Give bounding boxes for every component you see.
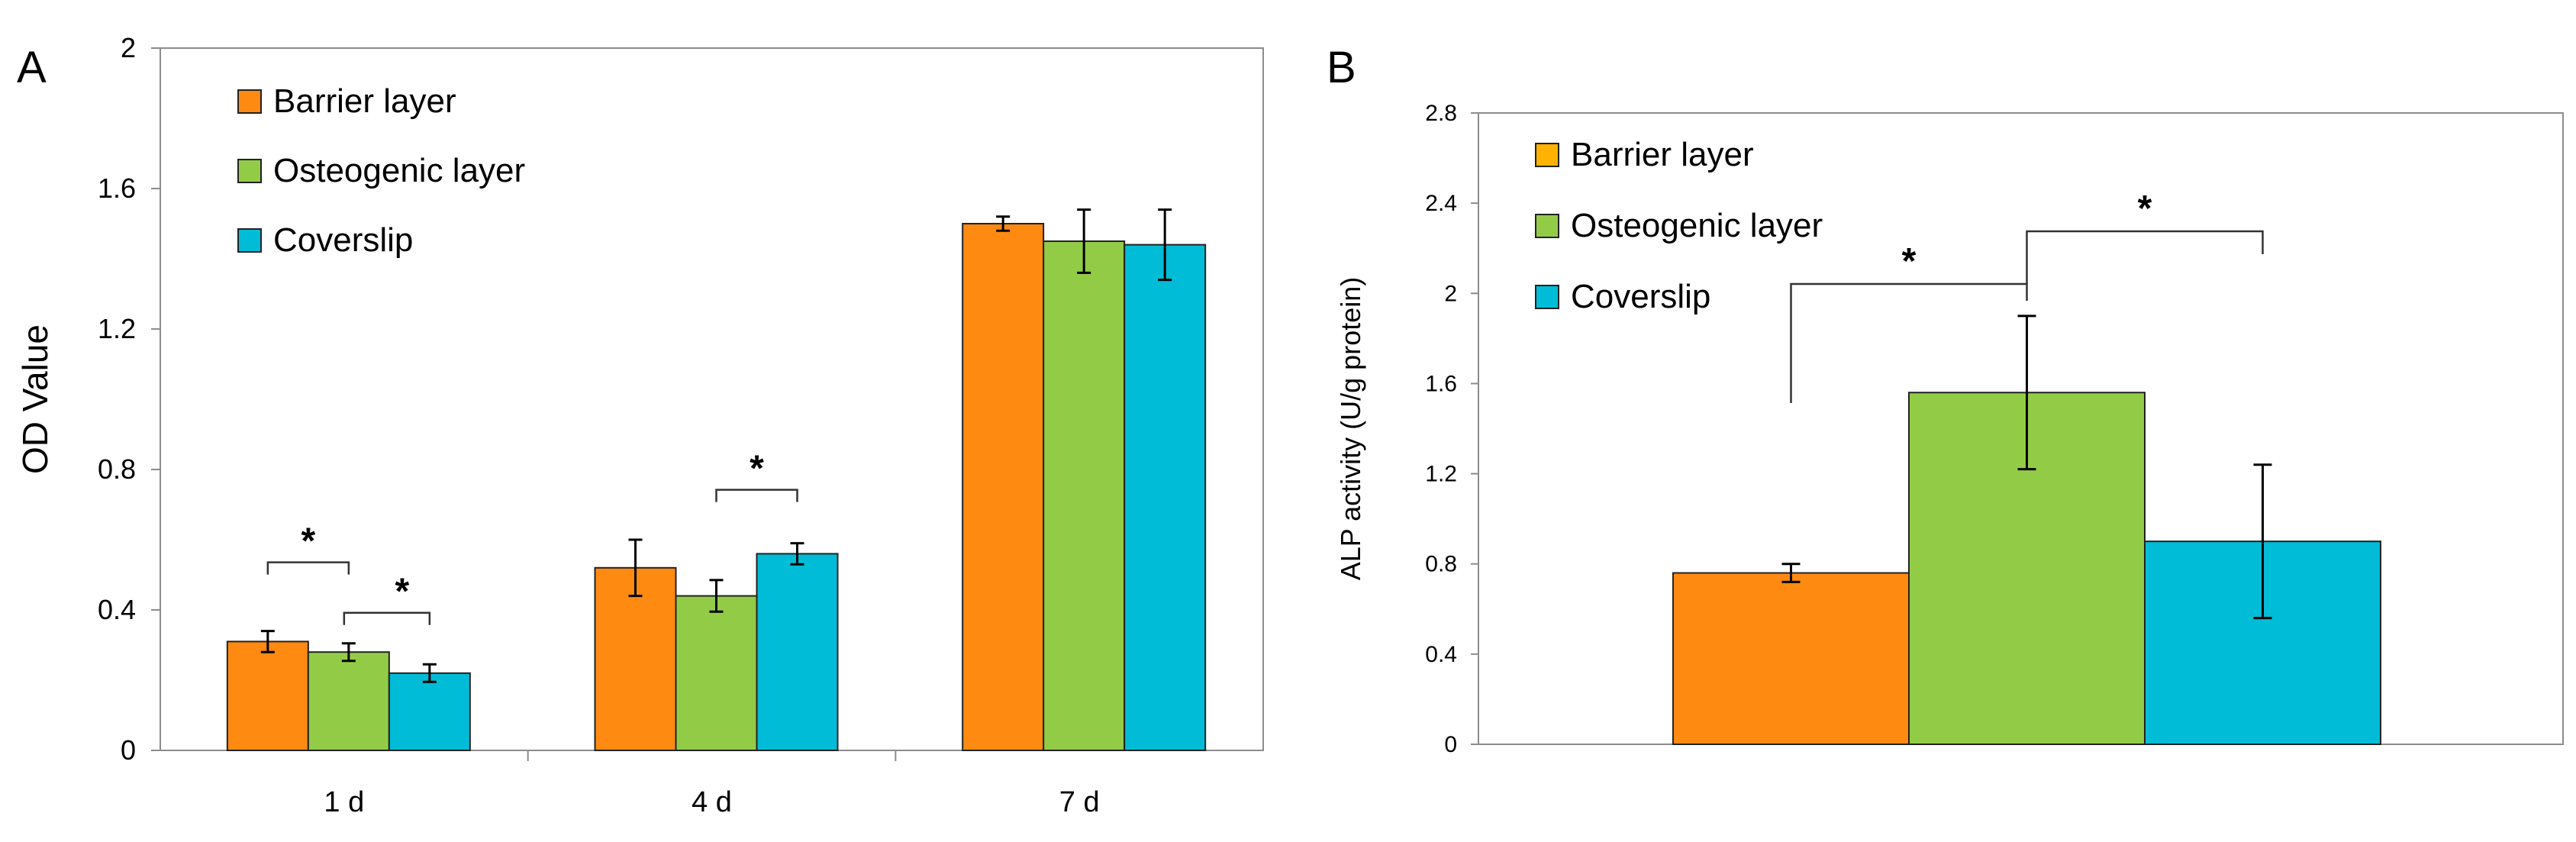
y-tick-label-b: 2.4	[1425, 191, 1457, 216]
bar-a	[388, 672, 471, 751]
significance-bracket-a	[266, 561, 350, 575]
bar-a	[307, 651, 390, 752]
panel-a: A 0 0.4 0.8 1.2 1.6 2 OD Value 1 d 4 d 7 d * * * Barri…	[15, 32, 1264, 818]
panel-b-label: B	[1327, 43, 1356, 92]
legend-label-b: Osteogenic layer	[1571, 207, 1823, 244]
bar-a	[1043, 240, 1126, 751]
y-tick-label-a: 1.2	[98, 313, 136, 344]
bar-a	[962, 223, 1045, 751]
legend-label-a: Coverslip	[273, 221, 413, 259]
significance-star-a: *	[750, 449, 764, 489]
y-tick-label-a: 0.4	[98, 594, 136, 625]
y-tick-label-a: 0.8	[98, 453, 136, 485]
y-tick-label-b: 1.2	[1425, 462, 1457, 487]
legend-label-a: Osteogenic layer	[273, 152, 525, 189]
x-tick-label-a: 7 d	[1059, 786, 1100, 818]
y-tick-label-a: 2	[121, 32, 136, 63]
significance-bracket-b	[2026, 230, 2264, 284]
y-axis-title-a: OD Value	[15, 324, 55, 474]
panel-a-label: A	[17, 43, 47, 92]
legend-swatch-b	[1535, 285, 1559, 309]
legend-swatch-a	[237, 89, 262, 114]
x-tick-label-a: 4 d	[692, 786, 732, 818]
bar-a	[1124, 244, 1207, 752]
bar-a	[756, 553, 839, 752]
legend-label-b: Coverslip	[1571, 278, 1710, 315]
y-tick-label-b: 0	[1444, 732, 1457, 757]
significance-bracket-b	[1790, 282, 2028, 403]
y-tick-label-b: 1.6	[1425, 371, 1457, 396]
y-tick-label-b: 0.8	[1425, 552, 1457, 577]
significance-star-a: *	[301, 521, 315, 562]
y-tick-label-a: 0	[121, 734, 136, 766]
legend-swatch-b	[1535, 214, 1559, 238]
bar-a	[675, 595, 758, 751]
panel-b: B 0 0.4 0.8 1.2 1.6 2 2.4 2.8 ALP activity (U/g p…	[1327, 43, 2564, 757]
legend-label-b: Barrier layer	[1571, 136, 1754, 173]
legend-swatch-a	[237, 159, 262, 183]
y-tick-label-a: 1.6	[98, 173, 136, 204]
significance-star-a: *	[395, 572, 409, 612]
legend-swatch-a	[237, 228, 262, 253]
legend-swatch-b	[1535, 143, 1559, 167]
legend-label-a: Barrier layer	[273, 82, 456, 120]
significance-bracket-a	[715, 489, 798, 502]
bar-b	[1672, 572, 1910, 745]
bar-a	[226, 640, 309, 752]
y-tick-label-b: 0.4	[1425, 642, 1457, 667]
y-tick-label-b: 2.8	[1425, 101, 1457, 126]
significance-star-b: *	[1902, 241, 1917, 282]
x-tick-label-a: 1 d	[324, 786, 364, 818]
y-tick-label-b: 2	[1444, 281, 1457, 306]
significance-star-b: *	[2138, 189, 2152, 229]
y-axis-title-b: ALP activity (U/g protein)	[1335, 277, 1366, 581]
significance-bracket-a	[343, 611, 431, 625]
